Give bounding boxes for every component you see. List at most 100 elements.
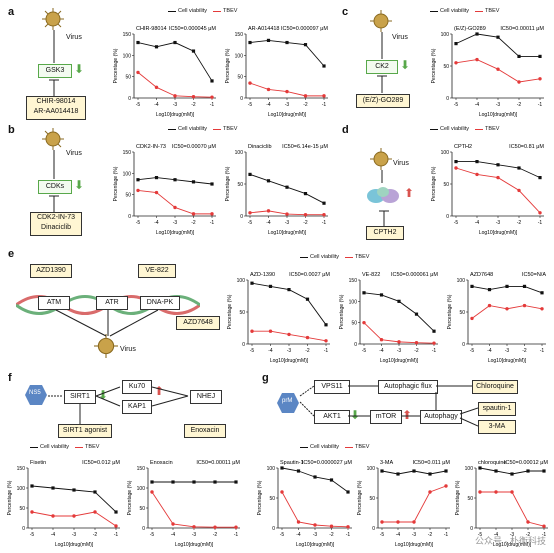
x-tick-label: -1 (538, 220, 543, 226)
target-dnapk: DNA-PK (140, 296, 180, 310)
point-cell (171, 480, 175, 484)
y-tick-label: 50 (125, 75, 131, 81)
chart-azd1390: AZD-1390 IC50=0.0027 μM 0 50 100 -5 -4 -3 -2 -1 Lo… (227, 272, 330, 364)
point-cell (248, 172, 252, 176)
inhibit-line-b (49, 195, 59, 213)
x-tick-label: -4 (154, 220, 159, 226)
x-tick-label: -4 (51, 532, 56, 538)
point-cell (150, 480, 154, 484)
node-sirt1-agonist: SIRT1 agonist (58, 424, 112, 438)
point-cell (248, 40, 252, 45)
point-cell (266, 38, 271, 42)
node-chloroquine: Chloroquine (472, 380, 518, 394)
y-axis-label: Percentage (%) (431, 166, 437, 201)
x-tick-label: -2 (522, 348, 527, 354)
x-axis-label: Log10[drug(mM)] (479, 230, 518, 236)
virus-label-c: Virus (392, 34, 408, 41)
y-tick-label: 0 (354, 342, 357, 348)
legend-g: Cell viability TBEV (300, 444, 369, 450)
point-cell (538, 54, 542, 58)
down-arrow-icon: ⬇ (400, 58, 411, 72)
chart-ic50: IC50=N/A (522, 272, 546, 278)
y-tick-label: 50 (139, 506, 145, 512)
y-axis-label: Percentage (%) (357, 480, 363, 515)
point-tbev (248, 211, 252, 215)
x-tick-label: -2 (93, 532, 98, 538)
point-cell (478, 466, 482, 470)
x-tick-label: -2 (303, 220, 308, 226)
point-tbev (494, 490, 498, 494)
point-cell (475, 32, 479, 36)
chart-ic50: IC50=0.000045 μM (169, 26, 216, 32)
legend-c: Cell viability TBEV (430, 8, 499, 14)
point-cell (268, 284, 273, 288)
series-line-tbev (455, 167, 541, 214)
y-tick-label: 100 (123, 53, 132, 59)
arrow-b (53, 150, 55, 179)
point-cell (510, 472, 514, 476)
virus-icon (94, 334, 118, 358)
chart-title: (E/Z)-GO289 (454, 26, 486, 32)
point-tbev (542, 524, 546, 528)
chart-ic50: IC50=0.0027 μM (289, 272, 330, 278)
point-tbev (432, 341, 436, 345)
x-tick-label: -3 (510, 532, 515, 538)
point-tbev (93, 510, 97, 514)
x-tick-label: -5 (248, 102, 253, 108)
point-tbev (329, 524, 334, 528)
chart-chir98014: CHIR-98014 IC50=0.000045 μM 0 50 100 150 -5 -4 -… (113, 26, 216, 118)
chart-title: Fisetin (30, 460, 46, 466)
point-cell (173, 178, 177, 182)
y-tick-label: 0 (128, 96, 131, 102)
chart-ic50: IC50=0.012 μM (82, 460, 120, 466)
x-tick-label: -5 (454, 102, 459, 108)
point-tbev (303, 94, 308, 98)
point-cell (414, 312, 419, 316)
inhibitor-box-a: CHIR-98014 AR-AA014418 (26, 96, 86, 120)
y-axis-label: Percentage (%) (127, 480, 133, 515)
point-cell (505, 284, 509, 288)
y-tick-label: 100 (465, 466, 474, 472)
chart-title: CDK2-IN-73 (136, 144, 166, 150)
chart-title: Dinaciclib (248, 144, 272, 150)
prm-hexagon-icon (277, 393, 299, 413)
arrow-a (53, 30, 55, 63)
x-tick-label: -5 (30, 532, 35, 538)
y-tick-label: 0 (240, 96, 243, 102)
point-tbev (414, 341, 419, 345)
x-tick-label: -2 (517, 220, 522, 226)
legend-e: Cell viability TBEV (300, 254, 369, 260)
y-tick-label: 100 (235, 150, 244, 156)
ns5-hexagon-icon (25, 385, 47, 405)
point-tbev (540, 307, 544, 311)
chart-ic50: IC50=0.000061 μM (391, 272, 438, 278)
series-line-tbev (382, 485, 447, 523)
node-ns5: NS5 (29, 390, 41, 396)
inhibitor-cdk2: CDK2-IN-73 (36, 214, 76, 221)
panel-letter-c: c (342, 6, 349, 18)
x-tick-label: -1 (210, 220, 215, 226)
x-axis-label: Log10[drug(mM)] (395, 542, 434, 548)
node-akt1: AKT1 (314, 410, 350, 424)
y-tick-label: 0 (128, 214, 131, 220)
x-tick-label: -4 (268, 348, 273, 354)
y-axis-label: Percentage (%) (455, 480, 461, 515)
point-tbev (322, 213, 326, 217)
point-tbev (213, 525, 217, 529)
x-tick-label: -1 (322, 102, 327, 108)
legend-cell: Cell viability (440, 126, 470, 132)
watermark-text: 公众号 · 朴衡科技 (475, 536, 546, 546)
legend-cell: Cell viability (310, 254, 340, 260)
chart-title: 3-MA (380, 460, 393, 466)
point-tbev (285, 89, 289, 94)
point-tbev (454, 61, 458, 65)
point-cell (234, 480, 238, 484)
x-axis-label: Log10[drug(mM)] (156, 112, 195, 118)
y-axis-label: Percentage (%) (257, 480, 263, 515)
point-cell (303, 43, 308, 47)
point-tbev (379, 338, 384, 342)
x-tick-label: -3 (496, 102, 501, 108)
point-tbev (287, 332, 291, 337)
point-cell (72, 488, 76, 492)
point-tbev (396, 520, 400, 524)
